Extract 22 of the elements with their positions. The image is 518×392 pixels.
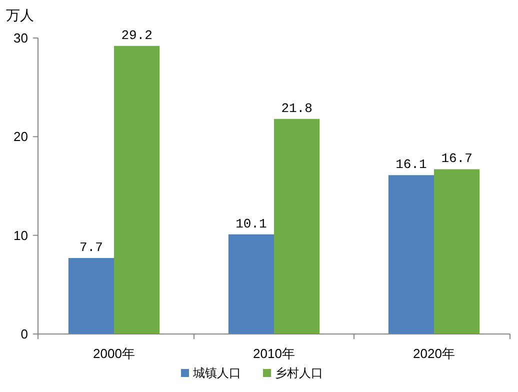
- data-label: 29.2: [121, 28, 152, 43]
- x-tick-label: 2010年: [253, 346, 295, 361]
- y-axis-title: 万人: [6, 7, 34, 23]
- bar: [68, 258, 114, 334]
- y-tick-label: 30: [14, 30, 28, 46]
- y-tick-label: 20: [14, 129, 28, 144]
- data-label: 21.8: [281, 100, 312, 116]
- bar: [434, 169, 480, 334]
- y-tick-label: 10: [14, 228, 28, 243]
- bar: [114, 46, 160, 334]
- data-label: 16.7: [441, 151, 472, 166]
- legend-label: 乡村人口: [275, 366, 323, 380]
- data-label: 10.1: [236, 216, 267, 232]
- data-label: 7.7: [79, 240, 103, 256]
- legend-label: 城镇人口: [192, 366, 241, 380]
- data-label: 16.1: [396, 157, 427, 172]
- bar: [274, 118, 320, 334]
- bar: [388, 175, 434, 334]
- bar: [228, 234, 274, 334]
- x-tick-label: 2000年: [93, 346, 135, 361]
- x-tick-label: 2020年: [413, 346, 455, 361]
- y-tick-label: 0: [20, 326, 28, 342]
